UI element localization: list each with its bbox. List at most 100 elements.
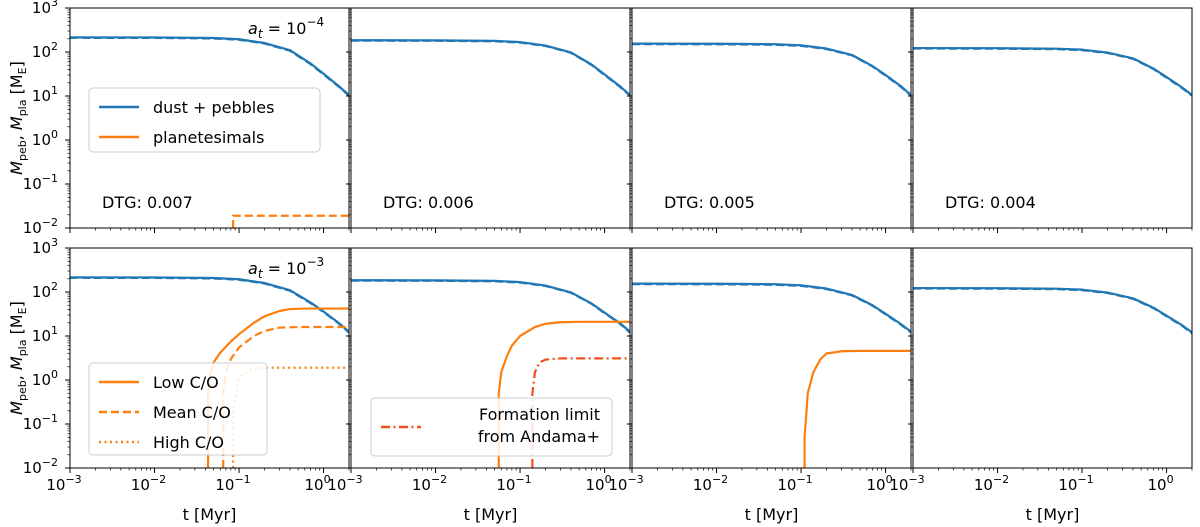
series-line: [913, 46, 1192, 96]
ylabel-part: ,: [7, 130, 26, 140]
tick-base: 10: [32, 0, 51, 17]
tick-exp: 0: [51, 368, 58, 381]
y-tick-label: 102: [32, 280, 58, 301]
legend-co: Low C/O Mean C/O High C/O: [88, 362, 268, 456]
tick-base: 10: [496, 476, 515, 494]
ylabel-part: M: [7, 401, 26, 415]
series-line: [231, 214, 349, 228]
y-tick-label: 10−1: [23, 172, 58, 193]
panel-r0-c1: DTG: 0.006: [346, 7, 631, 233]
y-axis-label: Mpeb, Mpla [ME]: [7, 61, 29, 175]
y-tick-label: 100: [32, 128, 58, 149]
panel-frame: [912, 247, 1193, 469]
series-group: [632, 282, 911, 468]
tick-exp: 0: [324, 473, 331, 486]
x-tick-label: 100: [586, 473, 612, 494]
annot-part: = 10: [263, 19, 307, 38]
y-tick-label: 100: [32, 368, 58, 389]
series-line: [803, 349, 911, 468]
legend-top: dust + pebbles planetesimals: [88, 87, 321, 153]
series-line: [70, 276, 349, 333]
series-line: [70, 36, 349, 97]
x-tick-label: 10−1: [496, 473, 531, 494]
panel-frame: [350, 7, 631, 229]
legend-box: [88, 87, 321, 153]
tick-base: 10: [131, 476, 150, 494]
tick-base: 10: [327, 476, 346, 494]
tick-exp: 1: [51, 84, 58, 97]
x-tick-label: 100: [1148, 473, 1174, 494]
annot-part: t: [258, 267, 264, 281]
tick-base: 10: [32, 283, 51, 301]
tick-base: 10: [32, 131, 51, 149]
panel-frame: [69, 247, 350, 469]
panel-r0-c3: DTG: 0.004: [908, 7, 1193, 233]
ylabel-part: pla: [16, 340, 29, 357]
ylabel-part: ,: [7, 370, 26, 380]
series-line: [351, 279, 630, 334]
tick-base: 10: [46, 476, 65, 494]
ylabel-part: E: [16, 307, 29, 314]
ylabel-part: M: [7, 356, 26, 370]
tick-base: 10: [1148, 476, 1167, 494]
tick-base: 10: [586, 476, 605, 494]
annot-part: a: [248, 259, 258, 278]
panel-frame: [631, 7, 912, 229]
tick-exp: 3: [51, 0, 58, 9]
tick-exp: −2: [42, 216, 58, 229]
tick-base: 10: [23, 175, 42, 193]
tick-exp: −3: [346, 473, 362, 486]
legend-formation-limit: Formation limit from Andama+: [370, 397, 613, 457]
y-tick-label: 10−1: [23, 412, 58, 433]
tick-base: 10: [693, 476, 712, 494]
x-tick-label: 10−2: [412, 473, 447, 494]
tick-exp: 3: [51, 236, 58, 249]
series-line: [913, 287, 1192, 335]
ylabel-part: pla: [16, 100, 29, 117]
series-line: [70, 36, 349, 96]
dtg-annotation: DTG: 0.005: [664, 193, 755, 212]
tick-base: 10: [32, 43, 51, 61]
ylabel-part: [M: [7, 314, 26, 339]
series-line: [632, 42, 911, 96]
panel-frame: [912, 7, 1193, 229]
legend-label: dust + pebbles: [153, 98, 274, 117]
series-line: [351, 279, 630, 333]
tick-exp: −2: [993, 473, 1009, 486]
series-group: [913, 46, 1192, 97]
annot-part: −3: [306, 255, 324, 269]
tick-exp: −1: [796, 473, 812, 486]
x-axis-label: t [Myr]: [1026, 505, 1080, 524]
annot-part: t: [258, 27, 264, 41]
x-tick-label: 10−2: [974, 473, 1009, 494]
annot-part: = 10: [263, 259, 307, 278]
series-line: [531, 357, 630, 468]
panel-r0-c2: DTG: 0.005: [627, 7, 912, 233]
annot-part: a: [248, 19, 258, 38]
tick-base: 10: [412, 476, 431, 494]
tick-base: 10: [32, 371, 51, 389]
series-line: [70, 276, 349, 334]
tick-base: 10: [974, 476, 993, 494]
ylabel-part: M: [7, 116, 26, 130]
tick-base: 10: [777, 476, 796, 494]
tick-base: 10: [23, 219, 42, 237]
tick-base: 10: [305, 476, 324, 494]
tick-base: 10: [889, 476, 908, 494]
ylabel-part: ]: [7, 61, 26, 67]
y-tick-label: 10−2: [23, 456, 58, 477]
x-tick-label: 10−3: [46, 473, 81, 494]
x-axis-label: t [Myr]: [745, 505, 799, 524]
x-tick-label: 10−3: [327, 473, 362, 494]
ylabel-part: peb: [16, 380, 29, 401]
tick-exp: 0: [886, 473, 893, 486]
y-tick-label: 103: [32, 0, 58, 17]
tick-exp: 0: [51, 128, 58, 141]
series-line: [632, 282, 911, 333]
series-group: [351, 279, 630, 468]
series-line: [351, 39, 630, 96]
series-group: [351, 39, 630, 97]
